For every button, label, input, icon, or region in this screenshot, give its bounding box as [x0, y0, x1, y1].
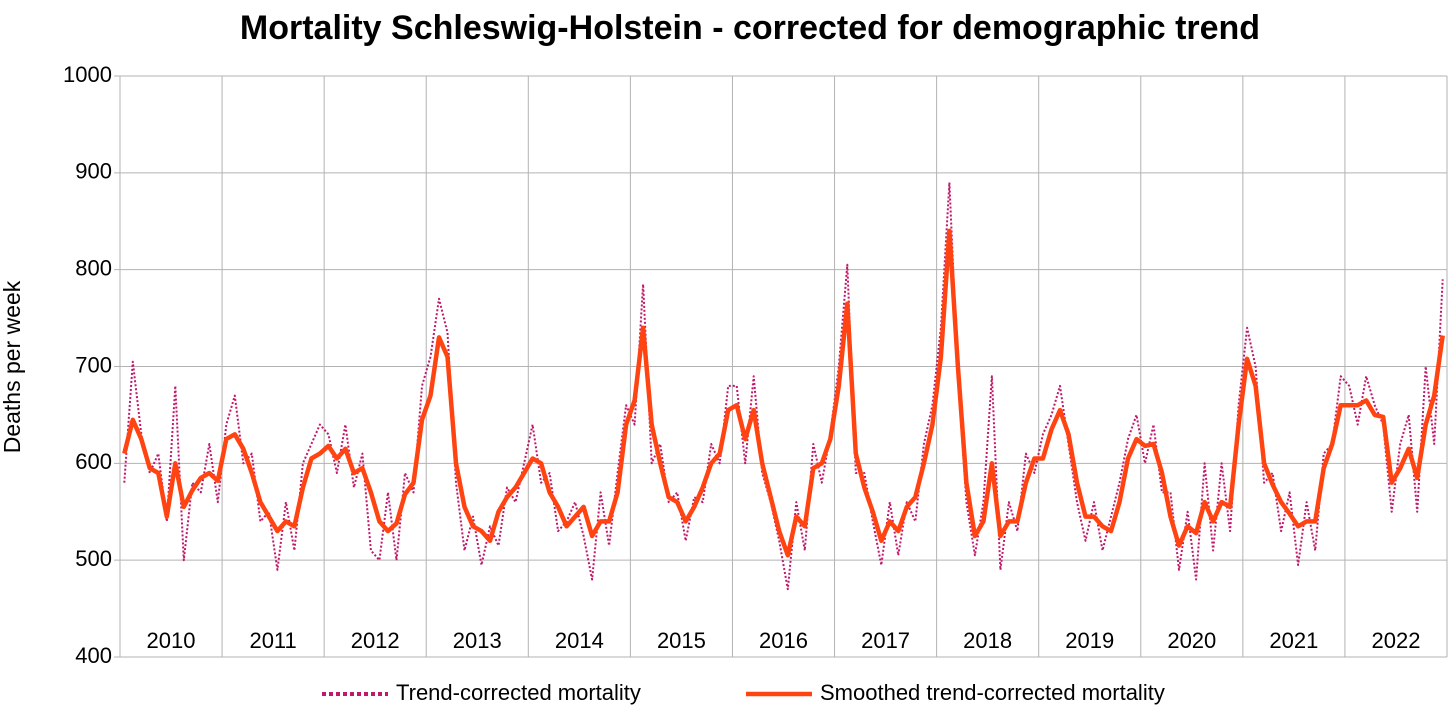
y-tick-label: 500 — [75, 546, 112, 571]
x-tick-label: 2014 — [555, 628, 604, 653]
y-tick-label: 1000 — [63, 62, 112, 87]
x-tick-label: 2021 — [1269, 628, 1318, 653]
x-tick-label: 2011 — [249, 628, 296, 653]
x-tick-label: 2016 — [759, 628, 808, 653]
x-tick-label: 2013 — [453, 628, 502, 653]
y-axis-label: Deaths per week — [0, 280, 25, 453]
x-tick-label: 2010 — [147, 628, 196, 653]
y-tick-label: 900 — [75, 159, 112, 184]
y-tick-label: 700 — [75, 352, 112, 377]
legend-label: Smoothed trend-corrected mortality — [820, 680, 1165, 705]
legend-label: Trend-corrected mortality — [396, 680, 641, 705]
y-tick-label: 400 — [75, 643, 112, 668]
x-tick-label: 2017 — [861, 628, 910, 653]
chart-title: Mortality Schleswig-Holstein - corrected… — [240, 9, 1260, 47]
x-tick-label: 2020 — [1167, 628, 1216, 653]
y-tick-label: 800 — [75, 255, 112, 280]
x-tick-label: 2012 — [351, 628, 400, 653]
x-tick-label: 2019 — [1065, 628, 1114, 653]
x-tick-label: 2022 — [1371, 628, 1420, 653]
x-tick-label: 2015 — [657, 628, 706, 653]
y-tick-label: 600 — [75, 449, 112, 474]
x-tick-label: 2018 — [963, 628, 1012, 653]
series-line — [122, 228, 1445, 558]
series-line — [123, 181, 1444, 591]
